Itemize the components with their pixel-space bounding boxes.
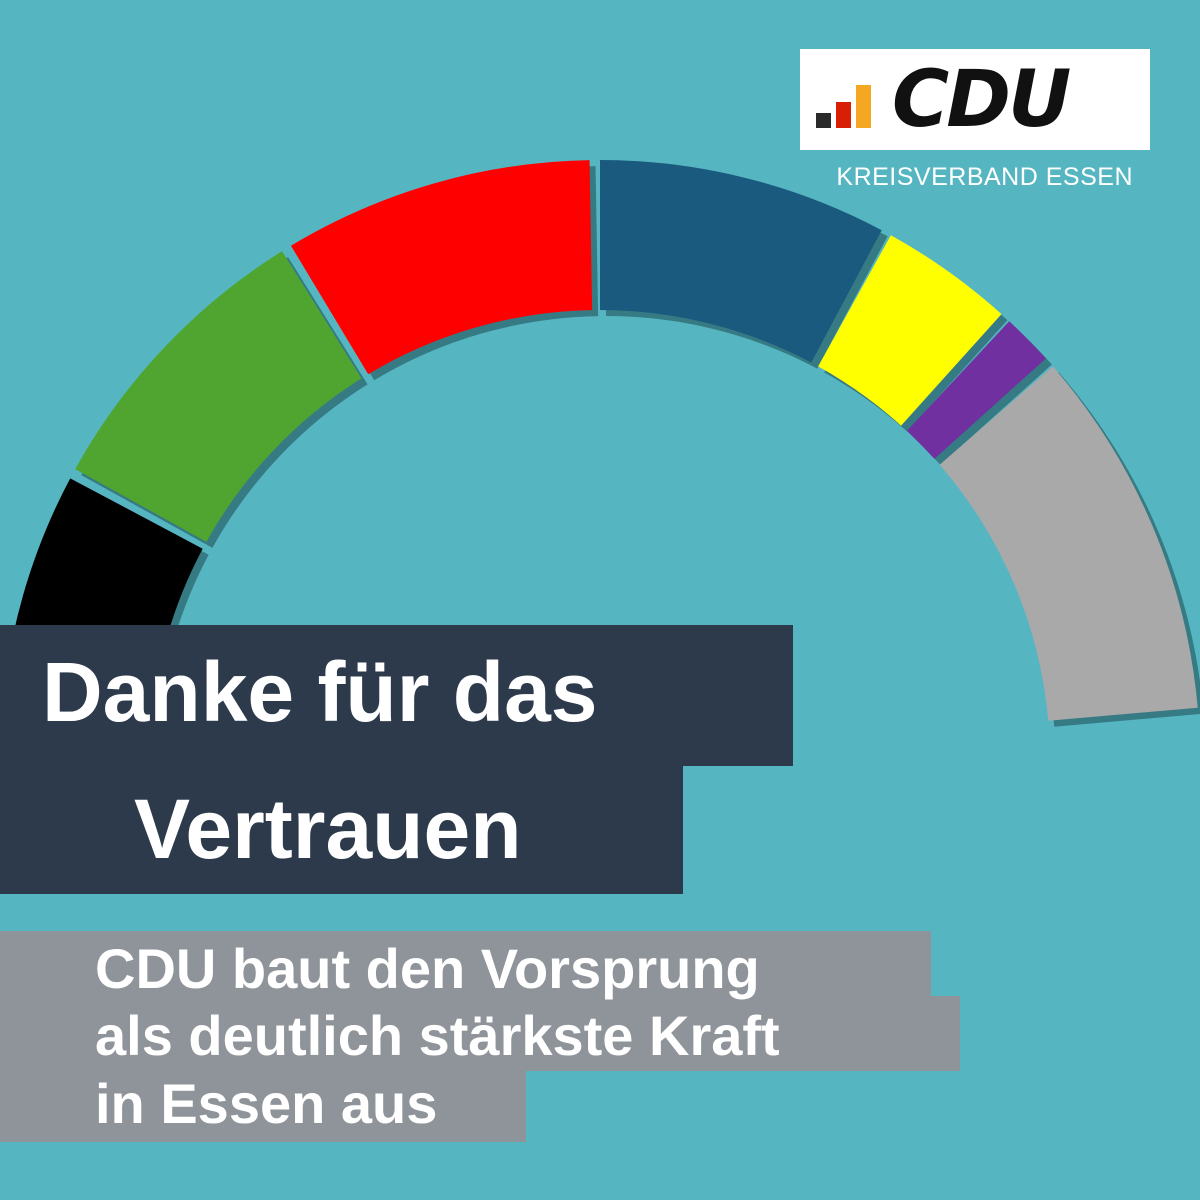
- logo-bar-1: [816, 113, 831, 128]
- grey-segment: [939, 366, 1198, 721]
- purple-segment: [906, 321, 1046, 459]
- headline-background-1: [0, 625, 793, 766]
- green-segment: [75, 251, 362, 542]
- yellow-segment: [818, 235, 1002, 426]
- red-segment: [290, 160, 593, 375]
- subline-line-1: CDU baut den Vorsprung: [95, 937, 760, 1000]
- blue-segment: [600, 160, 882, 363]
- logo-wordmark: CDU: [892, 55, 1071, 145]
- logo-subtitle: KREISVERBAND ESSEN: [836, 163, 1133, 191]
- bar-chart-logo-icon: [816, 85, 871, 128]
- headline-line-1: Danke für das: [42, 645, 598, 739]
- subline-line-2: als deutlich stärkste Kraft: [95, 1004, 780, 1067]
- logo-bar-2: [836, 102, 851, 128]
- subline-line-3: in Essen aus: [95, 1072, 438, 1135]
- headline-background-2: [0, 758, 683, 894]
- subline-background-2: [0, 996, 960, 1071]
- headline-line-2: Vertrauen: [134, 782, 522, 876]
- logo-bar-3: [856, 85, 871, 128]
- subline-background-3: [0, 1066, 526, 1142]
- subline-background-1: [0, 931, 931, 1003]
- cdu-logo[interactable]: CDU: [800, 49, 1150, 150]
